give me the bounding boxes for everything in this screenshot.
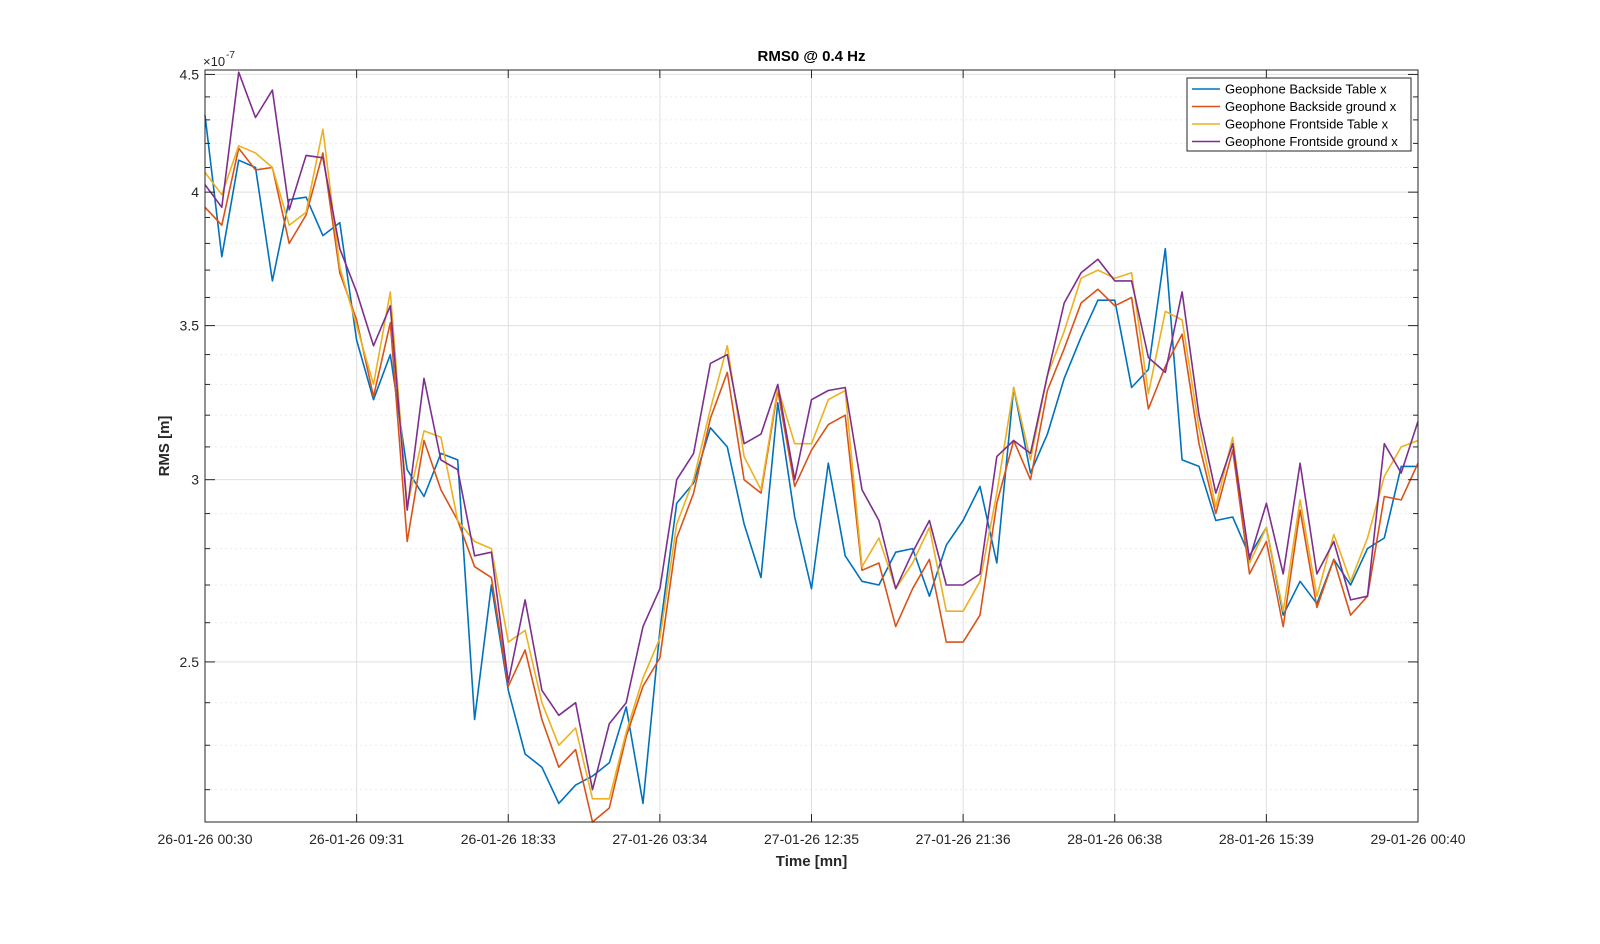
x-tick-label: 26-01-26 09:31: [309, 831, 404, 847]
y-tick-label: 4.5: [180, 66, 200, 82]
legend-box: [1186, 77, 1412, 152]
x-tick-labels: 26-01-26 00:30 26-01-26 09:31 26-01-26 18:…: [158, 831, 1466, 847]
series-layer: [204, 71, 1419, 823]
ticks-layer: [204, 70, 1419, 822]
series-line-1: [204, 115, 1418, 805]
x-tick-label: 28-01-26 15:39: [1219, 831, 1314, 847]
series-line-4: [204, 71, 1419, 791]
y-tick-label: 4: [191, 184, 199, 200]
legend-label: Geophone Backside Table x: [1225, 82, 1387, 97]
series-line-2: [204, 147, 1419, 823]
legend-items: Geophone Backside Table x Geophone Backsi…: [1192, 82, 1398, 149]
x-tick-label: 27-01-26 03:34: [612, 831, 707, 847]
legend-label: Geophone Frontside ground x: [1225, 134, 1398, 149]
y-tick-labels: 2.5 3 3.5 4 4.5: [180, 66, 200, 669]
x-axis-title: Time [mn]: [776, 853, 847, 870]
chart-title: RMS0 @ 0.4 Hz: [758, 48, 866, 65]
legend-label: Geophone Frontside Table x: [1225, 117, 1389, 132]
y-tick-label: 3: [191, 472, 199, 488]
major-grid: [205, 70, 1418, 822]
y-exponent-base: ×10: [203, 54, 225, 69]
x-tick-label: 26-01-26 00:30: [158, 831, 253, 847]
y-axis-title: RMS [m]: [156, 416, 173, 477]
x-tick-label: 27-01-26 12:35: [764, 831, 859, 847]
y-tick-label: 3.5: [180, 318, 200, 334]
y-exponent-power: -7: [226, 50, 235, 61]
x-tick-label: 28-01-26 06:38: [1067, 831, 1162, 847]
x-tick-label: 27-01-26 21:36: [916, 831, 1011, 847]
x-tick-label: 26-01-26 18:33: [461, 831, 556, 847]
y-exponent-label: ×10 -7: [203, 50, 235, 69]
legend: Geophone Backside Table x Geophone Backsi…: [1186, 77, 1412, 152]
x-tick-label: 29-01-26 00:40: [1371, 831, 1466, 847]
legend-label: Geophone Backside ground x: [1225, 99, 1397, 114]
y-tick-label: 2.5: [180, 654, 200, 670]
